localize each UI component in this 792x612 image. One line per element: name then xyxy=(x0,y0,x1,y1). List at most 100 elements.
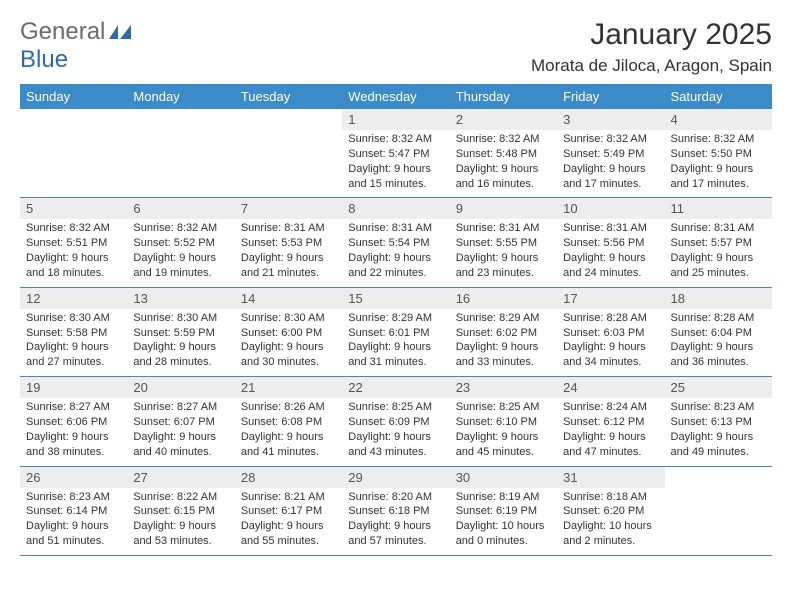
calendar-cell: 1Sunrise: 8:32 AMSunset: 5:47 PMDaylight… xyxy=(342,109,449,198)
day-number: 23 xyxy=(450,377,557,398)
sunset-line: Sunset: 6:12 PM xyxy=(563,415,658,430)
brand-logo: GeneralBlue xyxy=(20,18,131,74)
day-number: 28 xyxy=(235,467,342,488)
daylight-line: Daylight: 9 hours and 17 minutes. xyxy=(563,162,658,192)
day-details: Sunrise: 8:30 AMSunset: 6:00 PMDaylight:… xyxy=(235,309,342,376)
sunset-line: Sunset: 5:53 PM xyxy=(241,236,336,251)
calendar-body: 1Sunrise: 8:32 AMSunset: 5:47 PMDaylight… xyxy=(20,109,772,555)
day-number: 10 xyxy=(557,198,664,219)
sunrise-line: Sunrise: 8:31 AM xyxy=(348,221,443,236)
daylight-line: Daylight: 9 hours and 45 minutes. xyxy=(456,430,551,460)
calendar-cell: 13Sunrise: 8:30 AMSunset: 5:59 PMDayligh… xyxy=(127,287,234,376)
calendar-cell: 30Sunrise: 8:19 AMSunset: 6:19 PMDayligh… xyxy=(450,466,557,555)
daylight-line: Daylight: 9 hours and 18 minutes. xyxy=(26,251,121,281)
sunset-line: Sunset: 6:20 PM xyxy=(563,504,658,519)
daylight-line: Daylight: 9 hours and 41 minutes. xyxy=(241,430,336,460)
brand-part2: Blue xyxy=(20,46,68,73)
sunrise-line: Sunrise: 8:29 AM xyxy=(348,311,443,326)
sunset-line: Sunset: 6:00 PM xyxy=(241,326,336,341)
calendar-cell: 3Sunrise: 8:32 AMSunset: 5:49 PMDaylight… xyxy=(557,109,664,198)
calendar-cell: 8Sunrise: 8:31 AMSunset: 5:54 PMDaylight… xyxy=(342,198,449,287)
day-details: Sunrise: 8:32 AMSunset: 5:50 PMDaylight:… xyxy=(665,130,772,197)
sunrise-line: Sunrise: 8:31 AM xyxy=(671,221,766,236)
daylight-line: Daylight: 10 hours and 0 minutes. xyxy=(456,519,551,549)
sunset-line: Sunset: 5:50 PM xyxy=(671,147,766,162)
day-details: Sunrise: 8:32 AMSunset: 5:52 PMDaylight:… xyxy=(127,219,234,286)
daylight-line: Daylight: 9 hours and 40 minutes. xyxy=(133,430,228,460)
day-details: Sunrise: 8:25 AMSunset: 6:10 PMDaylight:… xyxy=(450,398,557,465)
daylight-line: Daylight: 9 hours and 28 minutes. xyxy=(133,340,228,370)
day-details: Sunrise: 8:31 AMSunset: 5:57 PMDaylight:… xyxy=(665,219,772,286)
sunrise-line: Sunrise: 8:18 AM xyxy=(563,490,658,505)
day-number: 5 xyxy=(20,198,127,219)
weekday-header: Wednesday xyxy=(342,84,449,109)
calendar-cell: 12Sunrise: 8:30 AMSunset: 5:58 PMDayligh… xyxy=(20,287,127,376)
sunset-line: Sunset: 5:54 PM xyxy=(348,236,443,251)
page-header: GeneralBlue January 2025 Morata de Jiloc… xyxy=(20,18,772,76)
calendar-cell: 29Sunrise: 8:20 AMSunset: 6:18 PMDayligh… xyxy=(342,466,449,555)
day-number: 26 xyxy=(20,467,127,488)
sunset-line: Sunset: 6:02 PM xyxy=(456,326,551,341)
day-details: Sunrise: 8:32 AMSunset: 5:47 PMDaylight:… xyxy=(342,130,449,197)
location-subtitle: Morata de Jiloca, Aragon, Spain xyxy=(531,56,772,76)
day-details: Sunrise: 8:19 AMSunset: 6:19 PMDaylight:… xyxy=(450,488,557,555)
sunset-line: Sunset: 5:52 PM xyxy=(133,236,228,251)
sunrise-line: Sunrise: 8:30 AM xyxy=(241,311,336,326)
page-title: January 2025 xyxy=(531,18,772,52)
calendar-cell: 21Sunrise: 8:26 AMSunset: 6:08 PMDayligh… xyxy=(235,377,342,466)
day-details: Sunrise: 8:21 AMSunset: 6:17 PMDaylight:… xyxy=(235,488,342,555)
brand-part1: General xyxy=(20,18,105,45)
day-details: Sunrise: 8:31 AMSunset: 5:54 PMDaylight:… xyxy=(342,219,449,286)
calendar-cell: 18Sunrise: 8:28 AMSunset: 6:04 PMDayligh… xyxy=(665,287,772,376)
calendar-cell: 10Sunrise: 8:31 AMSunset: 5:56 PMDayligh… xyxy=(557,198,664,287)
calendar-row: 5Sunrise: 8:32 AMSunset: 5:51 PMDaylight… xyxy=(20,198,772,287)
day-details: Sunrise: 8:22 AMSunset: 6:15 PMDaylight:… xyxy=(127,488,234,555)
day-number: 8 xyxy=(342,198,449,219)
sunrise-line: Sunrise: 8:32 AM xyxy=(26,221,121,236)
sunrise-line: Sunrise: 8:20 AM xyxy=(348,490,443,505)
sunrise-line: Sunrise: 8:31 AM xyxy=(563,221,658,236)
day-details: Sunrise: 8:32 AMSunset: 5:51 PMDaylight:… xyxy=(20,219,127,286)
calendar-cell: 17Sunrise: 8:28 AMSunset: 6:03 PMDayligh… xyxy=(557,287,664,376)
calendar-cell: 22Sunrise: 8:25 AMSunset: 6:09 PMDayligh… xyxy=(342,377,449,466)
sunrise-line: Sunrise: 8:28 AM xyxy=(671,311,766,326)
sunset-line: Sunset: 6:13 PM xyxy=(671,415,766,430)
day-details: Sunrise: 8:23 AMSunset: 6:14 PMDaylight:… xyxy=(20,488,127,555)
sunset-line: Sunset: 6:14 PM xyxy=(26,504,121,519)
calendar-cell-empty xyxy=(665,466,772,555)
sunrise-line: Sunrise: 8:24 AM xyxy=(563,400,658,415)
day-details: Sunrise: 8:23 AMSunset: 6:13 PMDaylight:… xyxy=(665,398,772,465)
calendar-cell: 19Sunrise: 8:27 AMSunset: 6:06 PMDayligh… xyxy=(20,377,127,466)
title-block: January 2025 Morata de Jiloca, Aragon, S… xyxy=(531,18,772,76)
daylight-line: Daylight: 9 hours and 24 minutes. xyxy=(563,251,658,281)
sunrise-line: Sunrise: 8:25 AM xyxy=(348,400,443,415)
sunset-line: Sunset: 6:09 PM xyxy=(348,415,443,430)
daylight-line: Daylight: 9 hours and 22 minutes. xyxy=(348,251,443,281)
weekday-header: Friday xyxy=(557,84,664,109)
day-number: 31 xyxy=(557,467,664,488)
day-details: Sunrise: 8:29 AMSunset: 6:02 PMDaylight:… xyxy=(450,309,557,376)
calendar-cell: 27Sunrise: 8:22 AMSunset: 6:15 PMDayligh… xyxy=(127,466,234,555)
day-number: 22 xyxy=(342,377,449,398)
calendar-cell: 11Sunrise: 8:31 AMSunset: 5:57 PMDayligh… xyxy=(665,198,772,287)
day-details: Sunrise: 8:27 AMSunset: 6:07 PMDaylight:… xyxy=(127,398,234,465)
calendar-cell: 2Sunrise: 8:32 AMSunset: 5:48 PMDaylight… xyxy=(450,109,557,198)
sunset-line: Sunset: 5:49 PM xyxy=(563,147,658,162)
daylight-line: Daylight: 10 hours and 2 minutes. xyxy=(563,519,658,549)
weekday-header: Tuesday xyxy=(235,84,342,109)
day-details: Sunrise: 8:30 AMSunset: 5:59 PMDaylight:… xyxy=(127,309,234,376)
day-details: Sunrise: 8:31 AMSunset: 5:56 PMDaylight:… xyxy=(557,219,664,286)
day-number: 19 xyxy=(20,377,127,398)
day-number: 1 xyxy=(342,109,449,130)
sunrise-line: Sunrise: 8:28 AM xyxy=(563,311,658,326)
sunrise-line: Sunrise: 8:31 AM xyxy=(241,221,336,236)
day-details: Sunrise: 8:20 AMSunset: 6:18 PMDaylight:… xyxy=(342,488,449,555)
sunset-line: Sunset: 6:17 PM xyxy=(241,504,336,519)
day-details: Sunrise: 8:29 AMSunset: 6:01 PMDaylight:… xyxy=(342,309,449,376)
day-details: Sunrise: 8:31 AMSunset: 5:53 PMDaylight:… xyxy=(235,219,342,286)
sunrise-line: Sunrise: 8:25 AM xyxy=(456,400,551,415)
daylight-line: Daylight: 9 hours and 36 minutes. xyxy=(671,340,766,370)
daylight-line: Daylight: 9 hours and 30 minutes. xyxy=(241,340,336,370)
daylight-line: Daylight: 9 hours and 51 minutes. xyxy=(26,519,121,549)
sunrise-line: Sunrise: 8:30 AM xyxy=(133,311,228,326)
